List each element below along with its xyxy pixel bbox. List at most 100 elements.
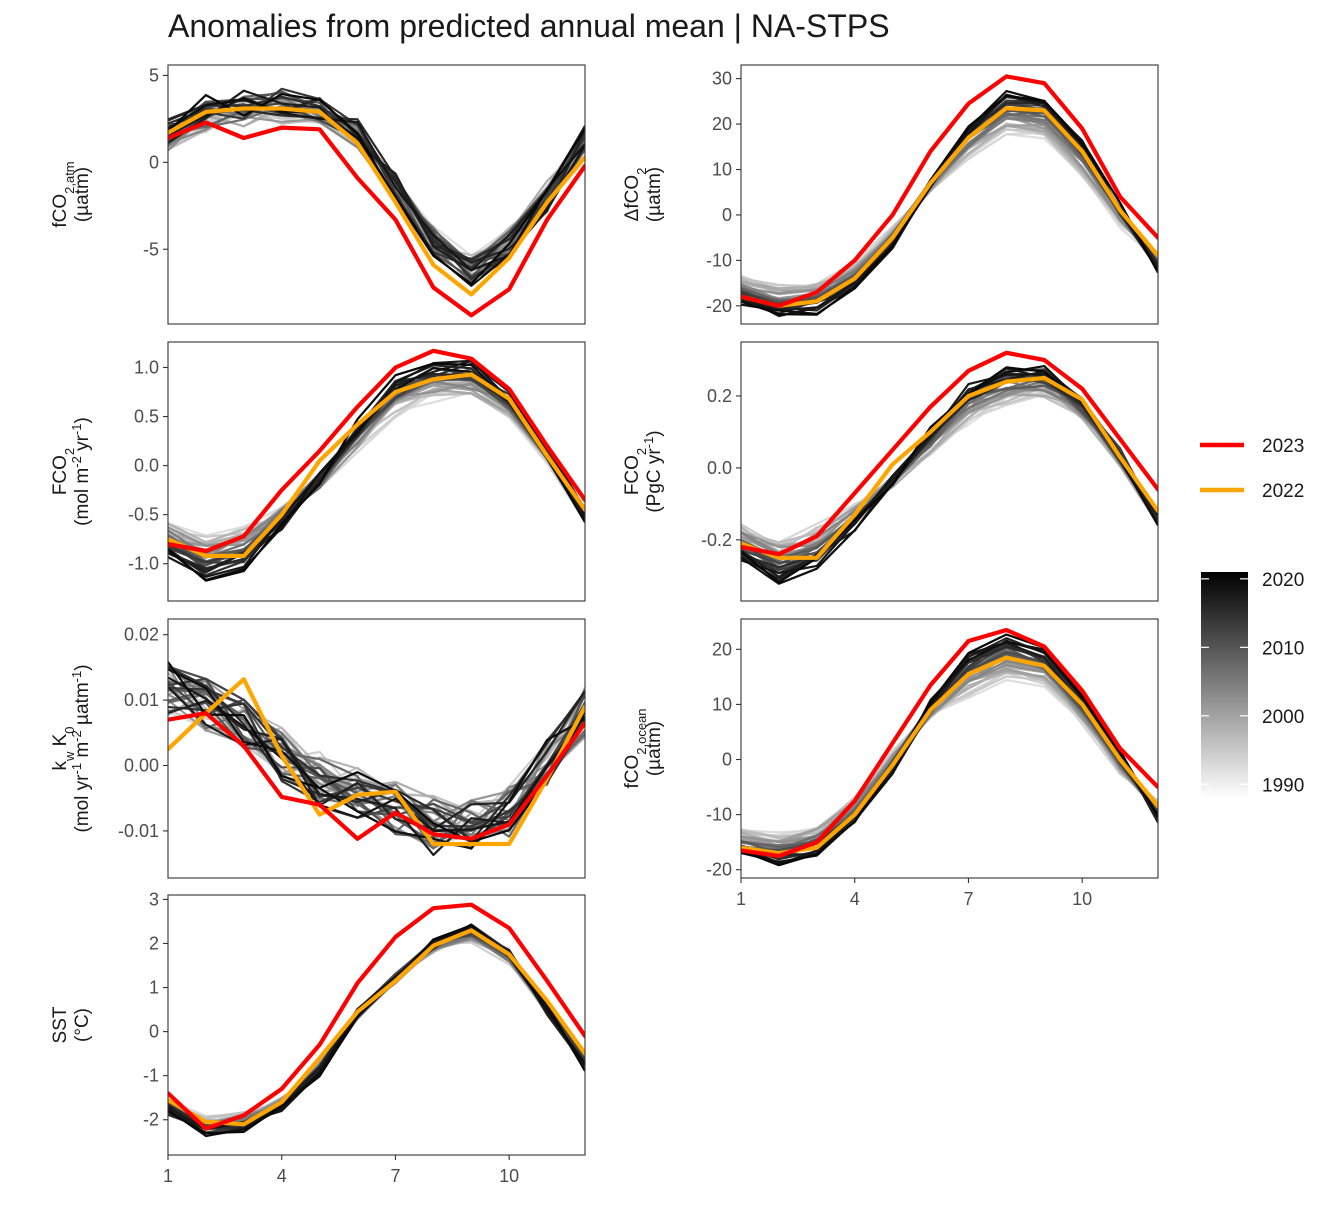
x-tick-label: 7	[963, 889, 973, 909]
series-line-2023	[168, 902, 585, 1131]
y-tick-label: 10	[712, 694, 732, 714]
lines-sst	[168, 902, 585, 1138]
panel-border	[167, 341, 586, 602]
x-tick-label: 1	[736, 889, 746, 909]
y-tick-label: 0.0	[134, 456, 159, 476]
series-line-2013	[168, 97, 585, 278]
series-line-2023	[168, 711, 585, 841]
series-line-2012	[741, 643, 1158, 855]
series-line-2022	[741, 655, 1158, 856]
series-line-2000	[741, 115, 1158, 300]
x-tick-label: 4	[277, 1166, 287, 1186]
lines-fco2_mol	[168, 348, 585, 582]
series-line-1992	[168, 99, 585, 273]
y-tick-label: 5	[149, 65, 159, 85]
series-line-2022	[168, 677, 585, 847]
series-line-2006	[168, 104, 585, 268]
series-line-2018	[168, 89, 585, 272]
series-line-2006	[741, 112, 1158, 306]
series-line-2010	[168, 925, 585, 1129]
series-line-2021	[741, 633, 1158, 867]
series-line-2022	[168, 928, 585, 1127]
y-tick-label: -0.01	[118, 821, 159, 841]
series-line-1996	[168, 938, 585, 1122]
y-tick-label: 0.2	[707, 386, 732, 406]
y-axis-title-line2: (µatm)	[644, 167, 665, 222]
series-line-2022	[168, 106, 585, 297]
series-line-2017	[168, 923, 585, 1131]
y-axis-title-line2: (mol m-2 yr-1)	[69, 417, 94, 526]
y-tick-label: 30	[712, 69, 732, 89]
y-tick-label: 3	[149, 889, 159, 909]
x-tick-label: 1	[163, 1166, 173, 1186]
x-tick-label: 10	[1072, 889, 1092, 909]
series-line-1991	[168, 938, 585, 1119]
series-line-2020	[168, 668, 585, 850]
series-line-2005	[741, 113, 1158, 304]
y-tick-label: -10	[706, 805, 732, 825]
y-axis-title: kw K0(mol yr-1 m-2 µatm-1)	[50, 664, 93, 832]
y-tick-label: -0.2	[701, 530, 732, 550]
colorbar	[1201, 572, 1248, 798]
series-line-2005	[168, 935, 585, 1125]
panel-border	[167, 618, 586, 879]
y-tick-label: 20	[712, 114, 732, 134]
y-tick-label: -20	[706, 296, 732, 316]
series-line-1991	[168, 111, 585, 274]
y-axis-title: fCO2,ocean(µatm)	[622, 708, 665, 788]
series-line-2012	[741, 103, 1158, 305]
series-line-2017	[741, 637, 1158, 857]
panel-fco2ocean: 20 10 0 -10 -201 4 7 10 fCO2,ocean(µatm)	[622, 618, 1159, 909]
y-tick-label: 0.5	[134, 407, 159, 427]
y-tick-label: 1.0	[134, 358, 159, 378]
panel-border	[167, 64, 586, 325]
x-tick-label: 4	[850, 889, 860, 909]
series-line-2019	[168, 923, 585, 1131]
series-line-2023	[741, 74, 1158, 308]
y-axis-title-line1: SST	[50, 1006, 71, 1043]
series-line-2016	[168, 666, 585, 843]
series-line-2013	[741, 102, 1158, 307]
series-line-2011	[168, 933, 585, 1130]
series-line-2022	[741, 375, 1158, 560]
lines-fco2ocean	[741, 627, 1158, 867]
legend: 2023 2022 2020 2010 2000 1990	[1200, 436, 1304, 798]
y-tick-label: -10	[706, 250, 732, 270]
series-line-2022	[168, 372, 585, 559]
y-tick-label: 0.00	[124, 756, 159, 776]
series-line-2009	[741, 107, 1158, 306]
y-tick-label: 1	[149, 978, 159, 998]
series-line-2017	[741, 367, 1158, 581]
series-line-2017	[168, 690, 585, 831]
series-line-2023	[741, 627, 1158, 859]
series-line-2022	[741, 106, 1158, 308]
y-axis-title: FCO2(mol m-2 yr-1)	[50, 417, 93, 526]
panel-fco2atm: 5 0 -5 fCO2,atm(µatm)	[50, 64, 586, 325]
y-tick-label: 2	[149, 933, 159, 953]
legend-label-2023: 2023	[1262, 436, 1304, 457]
series-line-2012	[168, 102, 585, 282]
y-axis-title: fCO2,atm(µatm)	[50, 161, 93, 227]
panel-border	[740, 341, 1159, 602]
panel-border	[167, 894, 586, 1156]
series-line-2015	[168, 95, 585, 280]
panel-fco2_pgc: 0.2 0.0 -0.2 FCO2(PgC yr-1)	[622, 341, 1159, 602]
y-axis-title-line2: (µatm)	[644, 721, 665, 776]
series-line-2007	[741, 109, 1158, 302]
panel-dfco2: 30 20 10 0 -10 -20 ΔfCO2(µatm)	[622, 64, 1159, 325]
page-title: Anomalies from predicted annual mean | N…	[168, 8, 890, 44]
y-axis-title-line2: (°C)	[72, 1008, 93, 1042]
colorbar-label: 2020	[1262, 570, 1304, 591]
y-axis-title-line2: (µatm)	[72, 167, 93, 222]
y-tick-label: -20	[706, 860, 732, 880]
lines-dfco2	[741, 74, 1158, 318]
series-line-2021	[168, 92, 585, 285]
series-line-1997	[168, 104, 585, 272]
series-line-2021	[168, 661, 585, 843]
y-axis-title: FCO2(PgC yr-1)	[622, 430, 665, 512]
y-tick-label: 20	[712, 639, 732, 659]
y-tick-label: 0.01	[124, 690, 159, 710]
series-line-2014	[741, 99, 1158, 312]
